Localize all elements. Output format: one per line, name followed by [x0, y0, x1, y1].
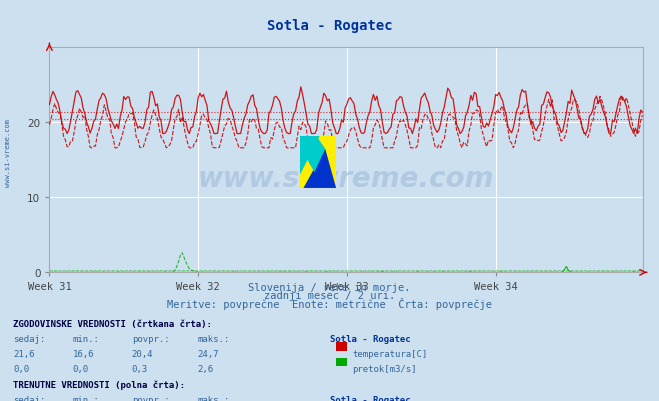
Text: min.:: min.:	[72, 334, 100, 343]
Text: Slovenija / reke in morje.: Slovenija / reke in morje.	[248, 283, 411, 293]
Text: Sotla - Rogatec: Sotla - Rogatec	[330, 395, 410, 401]
Text: pretok[m3/s]: pretok[m3/s]	[353, 365, 417, 373]
Text: www.si-vreme.com: www.si-vreme.com	[198, 164, 494, 192]
Text: 20,4: 20,4	[132, 349, 154, 358]
Text: 0,0: 0,0	[13, 365, 29, 373]
Text: min.:: min.:	[72, 395, 100, 401]
Text: 16,6: 16,6	[72, 349, 94, 358]
Text: sedaj:: sedaj:	[13, 395, 45, 401]
Text: TRENUTNE VREDNOSTI (polna črta):: TRENUTNE VREDNOSTI (polna črta):	[13, 380, 185, 389]
Text: sedaj:: sedaj:	[13, 334, 45, 343]
Polygon shape	[307, 136, 326, 173]
Text: zadnji mesec / 2 uri.: zadnji mesec / 2 uri.	[264, 291, 395, 301]
Text: maks.:: maks.:	[198, 395, 230, 401]
Text: maks.:: maks.:	[198, 334, 230, 343]
Text: povpr.:: povpr.:	[132, 334, 169, 343]
Text: povpr.:: povpr.:	[132, 395, 169, 401]
Text: temperatura[C]: temperatura[C]	[353, 349, 428, 358]
Text: 0,0: 0,0	[72, 365, 88, 373]
Text: Meritve: povprečne  Enote: metrične  Črta: povprečje: Meritve: povprečne Enote: metrične Črta:…	[167, 298, 492, 310]
Text: 24,7: 24,7	[198, 349, 219, 358]
Text: www.si-vreme.com: www.si-vreme.com	[5, 118, 11, 186]
Text: Sotla - Rogatec: Sotla - Rogatec	[267, 19, 392, 33]
Polygon shape	[300, 136, 320, 176]
Text: ZGODOVINSKE VREDNOSTI (črtkana črta):: ZGODOVINSKE VREDNOSTI (črtkana črta):	[13, 319, 212, 328]
Polygon shape	[304, 149, 336, 188]
Text: 0,3: 0,3	[132, 365, 148, 373]
Text: 21,6: 21,6	[13, 349, 35, 358]
Text: 2,6: 2,6	[198, 365, 214, 373]
Text: Sotla - Rogatec: Sotla - Rogatec	[330, 334, 410, 343]
